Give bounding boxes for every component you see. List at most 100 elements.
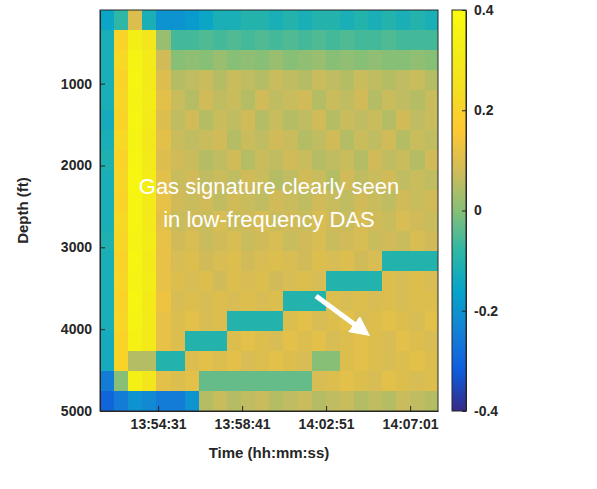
axis-line <box>466 11 467 412</box>
heatmap-cell <box>326 130 341 151</box>
tick: 3000 <box>61 239 105 255</box>
heatmap-cell <box>298 311 313 332</box>
heatmap-cell <box>227 251 242 272</box>
heatmap-cell <box>255 371 270 392</box>
heatmap-cell <box>298 251 313 272</box>
heatmap-cell <box>185 351 200 372</box>
heatmap-cell <box>382 271 397 292</box>
heatmap-cell <box>410 291 425 312</box>
heatmap-cell <box>100 291 115 312</box>
heatmap-cell <box>425 170 438 191</box>
heatmap-cell <box>425 70 438 91</box>
heatmap-cell <box>156 351 171 372</box>
heatmap-cell <box>156 50 171 71</box>
heatmap-cell <box>326 331 341 352</box>
heatmap-cell <box>100 331 115 352</box>
heatmap-cell <box>128 110 143 131</box>
heatmap-cell <box>312 70 327 91</box>
heatmap-cell <box>382 291 397 312</box>
heatmap-cell <box>298 271 313 292</box>
heatmap-cell <box>425 271 438 292</box>
heatmap-cell <box>100 110 115 131</box>
heatmap-cell <box>114 70 129 91</box>
heatmap-cell <box>354 371 369 392</box>
heatmap-cell <box>283 391 298 411</box>
tick-label: 14:02:51 <box>299 416 355 432</box>
heatmap-cell <box>213 30 228 51</box>
tick-mark <box>462 211 466 212</box>
heatmap-cell <box>283 291 298 312</box>
heatmap-cell <box>213 70 228 91</box>
heatmap-cell <box>142 251 157 272</box>
heatmap-cell <box>283 271 298 292</box>
heatmap-cell <box>199 251 214 272</box>
colorbar-scale <box>452 10 466 411</box>
heatmap-cell <box>213 311 228 332</box>
heatmap-cell <box>171 271 186 292</box>
heatmap-cell <box>425 130 438 151</box>
heatmap-cell <box>142 150 157 171</box>
heatmap-cell <box>199 110 214 131</box>
heatmap-cell <box>241 251 256 272</box>
heatmap-cell <box>100 10 115 31</box>
heatmap-cell <box>185 371 200 392</box>
heatmap-cell <box>382 391 397 411</box>
heatmap-cell <box>425 351 438 372</box>
tick: 5000 <box>61 403 105 419</box>
heatmap-cell <box>269 10 284 31</box>
heatmap-cell <box>354 391 369 411</box>
heatmap-cell <box>269 311 284 332</box>
heatmap-cell <box>100 231 115 252</box>
heatmap-cell <box>368 371 383 392</box>
heatmap-cell <box>213 110 228 131</box>
heatmap-cell <box>171 90 186 111</box>
heatmap-cell <box>326 351 341 372</box>
heatmap-cell <box>185 331 200 352</box>
heatmap-cell <box>396 110 411 131</box>
heatmap-cell <box>326 371 341 392</box>
heatmap-cell <box>114 30 129 51</box>
heatmap-cell <box>241 291 256 312</box>
heatmap-cell <box>410 311 425 332</box>
heatmap-cell <box>354 271 369 292</box>
heatmap-cell <box>368 130 383 151</box>
heatmap-cell <box>354 30 369 51</box>
heatmap-cell <box>171 291 186 312</box>
heatmap-cell <box>425 251 438 272</box>
heatmap-cell <box>185 70 200 91</box>
heatmap-cell <box>227 331 242 352</box>
heatmap-cell <box>227 311 242 332</box>
heatmap-cell <box>354 291 369 312</box>
heatmap-cell <box>255 110 270 131</box>
heatmap-cell <box>128 351 143 372</box>
heatmap-cell <box>396 10 411 31</box>
heatmap-cell <box>171 150 186 171</box>
heatmap-cell <box>114 130 129 151</box>
heatmap-cell <box>114 371 129 392</box>
heatmap-cell <box>269 271 284 292</box>
heatmap-cell <box>241 10 256 31</box>
heatmap-cell <box>312 271 327 292</box>
heatmap-cell <box>283 331 298 352</box>
heatmap-cell <box>185 291 200 312</box>
heatmap-cell <box>156 391 171 411</box>
heatmap-cell <box>227 351 242 372</box>
heatmap-cell <box>283 130 298 151</box>
tick-label: 0 <box>474 202 482 218</box>
heatmap-cell <box>425 50 438 71</box>
heatmap-cell <box>156 30 171 51</box>
heatmap-cell <box>241 110 256 131</box>
heatmap-cell <box>114 271 129 292</box>
heatmap-cell <box>425 371 438 392</box>
heatmap-cell <box>171 251 186 272</box>
heatmap-cell <box>382 90 397 111</box>
heatmap-cell <box>396 331 411 352</box>
heatmap-cell <box>410 351 425 372</box>
tick-label: 2000 <box>61 157 92 173</box>
heatmap-cell <box>227 50 242 71</box>
heatmap-cell <box>425 291 438 312</box>
heatmap-cell <box>298 391 313 411</box>
heatmap-cell <box>185 391 200 411</box>
tick-mark <box>100 84 105 85</box>
heatmap-cell <box>156 90 171 111</box>
